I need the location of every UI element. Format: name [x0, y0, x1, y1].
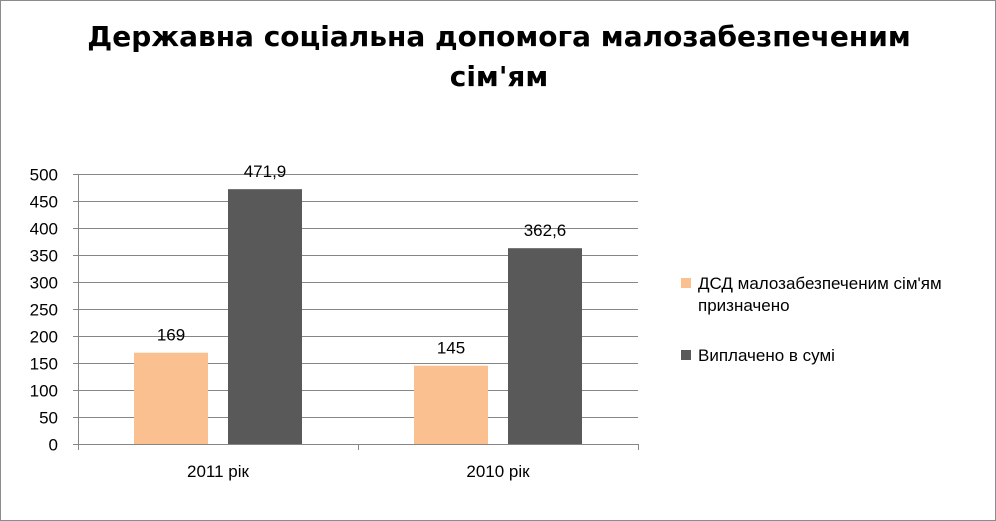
- x-category-label: 2010 рік: [466, 462, 530, 481]
- y-tick-label: 150: [30, 355, 58, 374]
- y-tick-label: 300: [30, 274, 58, 293]
- chart-title-line-1: Державна соціальна допомога малозабезпеч…: [87, 20, 911, 53]
- y-tick-label: 200: [30, 328, 58, 347]
- legend-swatch-assigned: [681, 278, 691, 288]
- data-label: 471,9: [244, 162, 287, 181]
- data-label: 145: [437, 339, 465, 358]
- y-tick-label: 400: [30, 220, 58, 239]
- y-tick-label: 0: [49, 436, 58, 455]
- legend-swatch-paid: [681, 350, 691, 360]
- legend-label-assigned: ДСД малозабезпеченим сім'ям призначено: [698, 274, 942, 315]
- y-tick-label: 500: [30, 166, 58, 185]
- bar-paid: [508, 248, 582, 444]
- y-tick-label: 50: [39, 409, 58, 428]
- legend: ДСД малозабезпеченим сім'ям призначено В…: [681, 273, 981, 395]
- y-tick-label: 250: [30, 301, 58, 320]
- x-category-label: 2011 рік: [187, 462, 250, 481]
- bar-assigned: [134, 352, 208, 444]
- legend-item-paid: Виплачено в сумі: [681, 345, 981, 367]
- y-tick-label: 100: [30, 382, 58, 401]
- data-label: 169: [157, 326, 185, 345]
- bar-paid: [228, 189, 302, 444]
- bar-assigned: [414, 365, 488, 444]
- legend-label-paid: Виплачено в сумі: [698, 346, 835, 365]
- data-label: 362,6: [524, 221, 567, 240]
- chart-title: Державна соціальна допомога малозабезпеч…: [1, 17, 995, 97]
- legend-item-assigned: ДСД малозабезпеченим сім'ям призначено: [681, 273, 981, 317]
- chart-title-line-2: сім'ям: [449, 60, 549, 93]
- y-tick-label: 450: [30, 193, 58, 212]
- y-tick-label: 350: [30, 247, 58, 266]
